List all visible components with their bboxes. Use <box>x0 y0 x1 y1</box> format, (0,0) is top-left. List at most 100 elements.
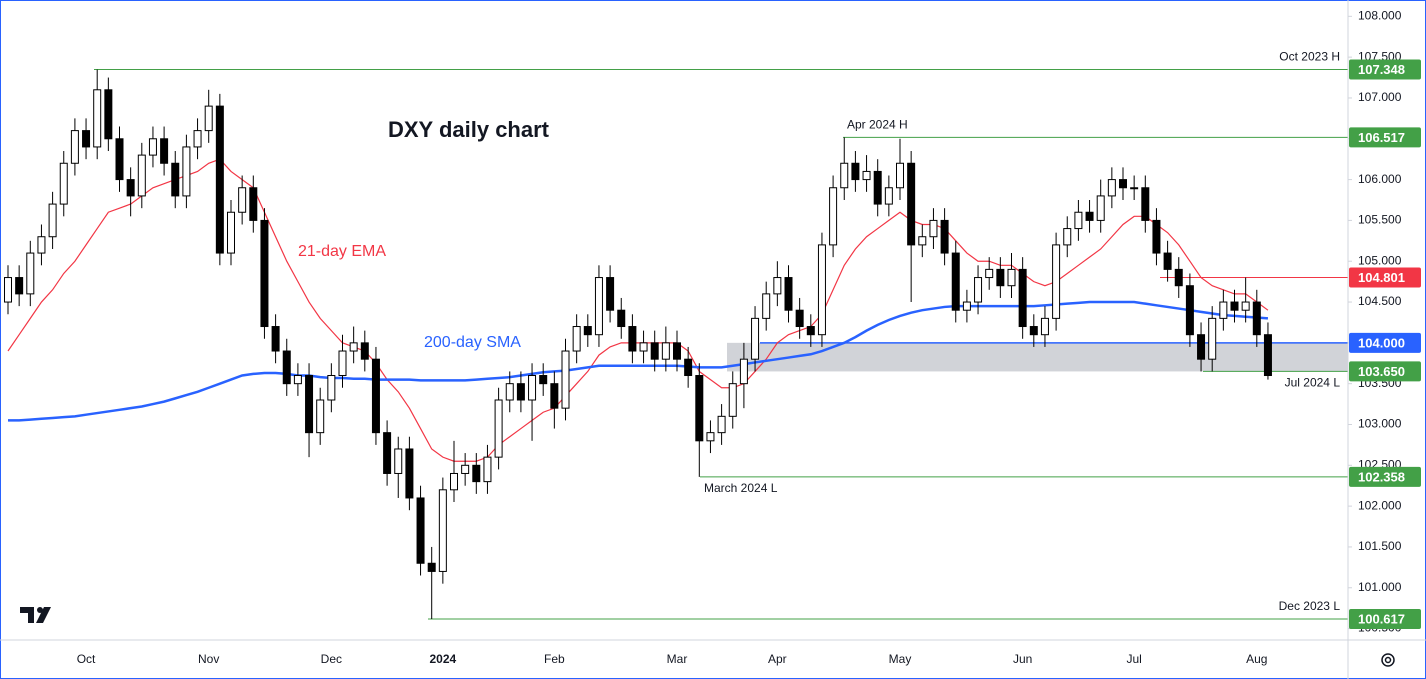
candle-body <box>349 342 358 352</box>
candle-body <box>1074 211 1083 230</box>
candle-body <box>1085 211 1094 221</box>
candle-body <box>751 317 760 360</box>
candle-body <box>450 472 458 491</box>
y-tick-label: 102.000 <box>1358 498 1402 512</box>
candle-body <box>1208 317 1217 360</box>
x-tick-label: Aug <box>1246 652 1267 666</box>
candle-body <box>227 211 235 254</box>
y-tick-label: 105.000 <box>1358 253 1402 267</box>
gear[interactable] <box>1381 653 1395 667</box>
candle-body <box>1230 301 1239 311</box>
y-tick-label: 101.000 <box>1358 580 1402 594</box>
candle-body <box>405 448 414 499</box>
y-tick-label: 101.500 <box>1358 539 1402 553</box>
candle-body <box>1052 244 1061 319</box>
level-note: Apr 2024 H <box>847 118 908 132</box>
candle-body <box>171 162 180 197</box>
candle-body <box>773 277 782 295</box>
candle-body <box>59 162 68 205</box>
candle-body <box>583 326 592 336</box>
y-tick-label: 108.000 <box>1358 8 1402 22</box>
candle-body <box>528 375 537 401</box>
level-badge-label: 104.801 <box>1358 270 1405 285</box>
series-label: 200-day SMA <box>424 334 521 351</box>
candle-body <box>126 179 135 197</box>
candle-body <box>1252 301 1261 336</box>
candle-body <box>617 309 626 328</box>
level-badge-label: 100.617 <box>1358 611 1405 626</box>
candle-body <box>896 162 904 189</box>
level-badge <box>1349 59 1421 80</box>
candle-body <box>37 236 46 254</box>
candle-body <box>817 244 826 336</box>
candle-body <box>1197 334 1206 360</box>
candle-body <box>639 342 648 352</box>
candle-body <box>327 375 336 401</box>
gear-hub[interactable] <box>1384 656 1392 664</box>
candle-body <box>1141 187 1150 221</box>
candle-body <box>717 415 726 434</box>
candle-body <box>739 358 748 385</box>
candle-body <box>48 203 57 238</box>
candle-body <box>1018 268 1027 328</box>
level-badge <box>1349 361 1421 382</box>
candle-body <box>572 326 581 352</box>
candle-body <box>148 138 157 156</box>
candle-body <box>1040 317 1049 336</box>
candle-body <box>1163 252 1172 270</box>
candle-body <box>550 383 559 409</box>
candle-body <box>4 277 12 303</box>
level-note: Jul 2024 L <box>1285 376 1341 390</box>
support-zone <box>727 342 1348 372</box>
candle-body <box>427 562 436 572</box>
candle-body <box>962 301 971 311</box>
candle-body <box>884 187 893 205</box>
candle-body <box>1029 326 1038 336</box>
candle-body <box>829 187 838 246</box>
level-note: March 2024 L <box>704 481 778 495</box>
candle-body <box>762 293 771 319</box>
x-tick-label: Jun <box>1013 652 1032 666</box>
level-badge-label: 103.650 <box>1358 364 1405 379</box>
candle-body <box>873 170 882 205</box>
x-tick-label: Jul <box>1126 652 1141 666</box>
candle-body <box>93 89 102 148</box>
candle-body <box>316 399 325 434</box>
settings-icon[interactable] <box>1381 653 1395 667</box>
candle-body <box>15 277 24 295</box>
candle-body <box>293 375 302 385</box>
level-note: Oct 2023 H <box>1279 50 1340 64</box>
y-tick-label: 106.000 <box>1358 172 1402 186</box>
candle-body <box>728 383 737 417</box>
candle-body <box>249 187 258 221</box>
candle-body <box>628 326 637 352</box>
x-tick-label: Nov <box>198 652 219 666</box>
candle-body <box>606 277 615 311</box>
candle-body <box>160 138 169 164</box>
candle-body <box>650 342 659 360</box>
level-badge <box>1349 267 1421 288</box>
candle-body <box>483 456 492 483</box>
candle-body <box>918 236 927 246</box>
level-badge <box>1349 466 1421 487</box>
candle-body <box>907 162 916 246</box>
candle-body <box>1174 268 1183 287</box>
x-tick-label: Dec <box>321 652 342 666</box>
level-badge-label: 107.348 <box>1358 62 1405 77</box>
candle-body <box>1119 179 1127 189</box>
candle-body <box>594 277 603 336</box>
level-badge-label: 104.000 <box>1358 335 1405 350</box>
candle-body <box>494 399 503 458</box>
candle-body <box>795 309 804 328</box>
candle-body <box>1152 219 1161 254</box>
x-tick-label: Feb <box>544 652 565 666</box>
candle-body <box>115 138 124 181</box>
candle-body <box>104 89 113 140</box>
axis-layer: 100.500101.000101.500102.000102.500103.0… <box>77 8 1421 666</box>
logo-part <box>37 607 43 613</box>
x-tick-label: Mar <box>667 652 688 666</box>
candle-body <box>539 375 548 385</box>
candle-body <box>706 432 715 442</box>
